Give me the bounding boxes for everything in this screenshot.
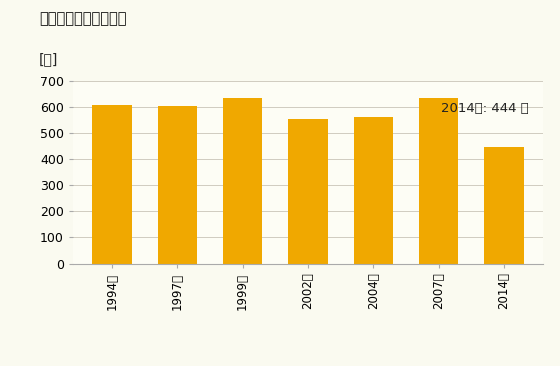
Text: 2014年: 444 人: 2014年: 444 人 <box>441 102 529 116</box>
Bar <box>158 107 197 264</box>
Bar <box>354 117 393 264</box>
Bar <box>223 98 262 264</box>
Bar <box>288 119 328 264</box>
Text: 商業の従業者数の推移: 商業の従業者数の推移 <box>39 11 127 26</box>
Bar <box>484 147 524 264</box>
Bar <box>419 98 458 264</box>
Bar <box>92 105 132 264</box>
Text: [人]: [人] <box>39 52 59 66</box>
